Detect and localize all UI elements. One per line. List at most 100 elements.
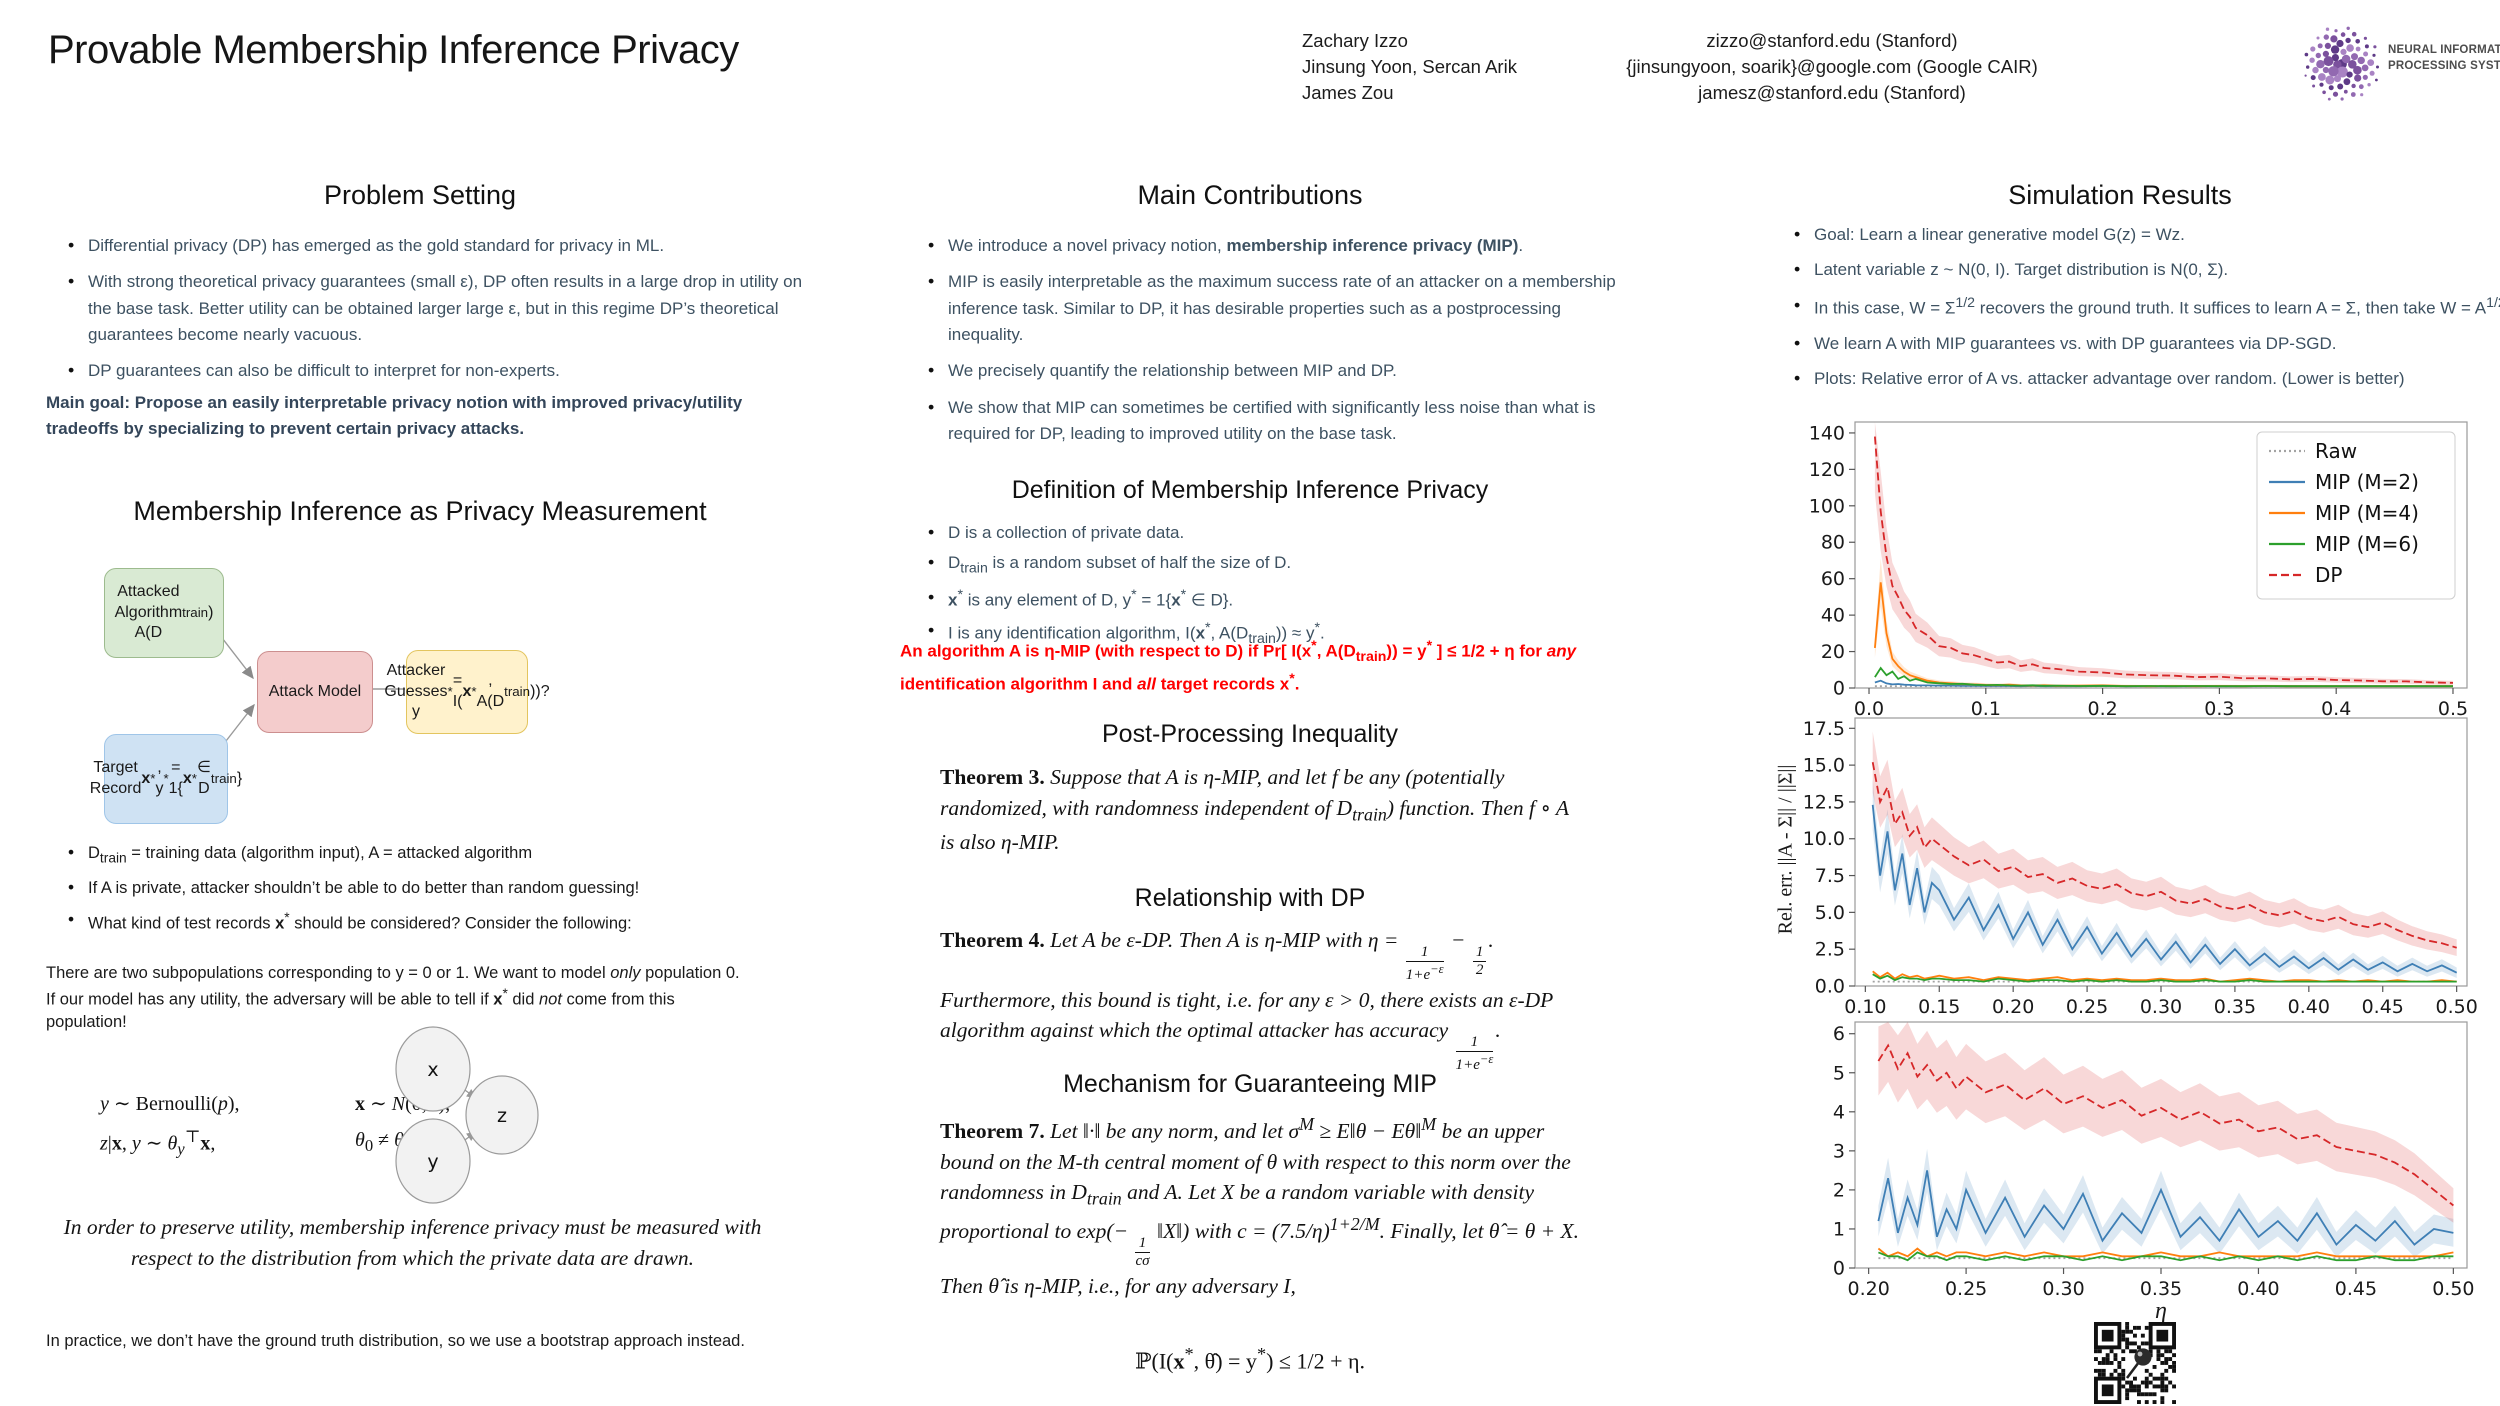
svg-text:DP: DP (2315, 563, 2342, 587)
svg-text:100: 100 (1809, 495, 1845, 517)
svg-text:0.50: 0.50 (2432, 1278, 2474, 1300)
svg-text:0.20: 0.20 (1992, 996, 2034, 1018)
logo-text-line1: NEURAL INFORMATION (2388, 44, 2500, 56)
chart-1-svg: 0 20 40 60 80 100 120 140 0.0 0.1 0.2 0.3 0.4 0.5 Raw M… (1809, 421, 2468, 720)
svg-text:0.40: 0.40 (2288, 996, 2330, 1018)
chart-3-svg: 0 1 2 3 4 5 6 0.20 0.25 0.30 0.35 0.40 0.45 0.50 (1833, 1021, 2475, 1300)
svg-text:40: 40 (1821, 605, 1845, 627)
svg-text:20: 20 (1821, 641, 1845, 663)
simulation-bullets: Goal: Learn a linear generative model G(… (1790, 221, 2500, 402)
graphical-model: x y z (395, 1026, 539, 1204)
svg-text:60: 60 (1821, 568, 1845, 590)
svg-text:0.40: 0.40 (2237, 1278, 2279, 1300)
bullet-item: We show that MIP can sometimes be certif… (928, 394, 1636, 448)
svg-text:0.30: 0.30 (2140, 996, 2182, 1018)
svg-text:0.2: 0.2 (2087, 698, 2117, 720)
svg-text:140: 140 (1809, 422, 1845, 444)
diagram-box-attacked-algorithm: Attacked Algorithm A(D train) (104, 568, 224, 658)
svg-text:0.20: 0.20 (1847, 1278, 1889, 1300)
svg-text:15.0: 15.0 (1803, 755, 1845, 777)
svg-text:5: 5 (1833, 1062, 1845, 1084)
attack-flow-diagram: Attacked Algorithm A(D train) Attack Model … (40, 558, 800, 838)
svg-text:0.45: 0.45 (2362, 996, 2404, 1018)
section-heading-membership-inference: Membership Inference as Privacy Measurem… (133, 496, 707, 526)
graph-node-x: x (427, 1059, 438, 1081)
svg-text:12.5: 12.5 (1803, 791, 1845, 813)
author-contact: jamesz@stanford.edu (Stanford) (1698, 82, 1966, 103)
svg-text:0.35: 0.35 (2140, 1278, 2182, 1300)
svg-text:0.15: 0.15 (1918, 996, 1960, 1018)
svg-text:10.0: 10.0 (1803, 828, 1845, 850)
bullet-item: We learn A with MIP guarantees vs. with … (1794, 330, 2500, 358)
graph-node-y: y (427, 1151, 438, 1173)
graph-node-z: z (497, 1105, 507, 1127)
mip-guarantee-equation: ℙ(I(x*, θ̂) = y*) ≤ 1/2 + η. (1134, 1344, 1366, 1374)
svg-text:0.0: 0.0 (1854, 698, 1884, 720)
svg-text:17.5: 17.5 (1803, 718, 1845, 740)
author-contact: zizzo@stanford.edu (Stanford) (1706, 30, 1958, 51)
section-heading-main-contributions: Main Contributions (1137, 180, 1363, 210)
logo-text-line2: PROCESSING SYSTEMS (2388, 60, 2500, 72)
theorem-7: Theorem 7. Let ‖·‖ be any norm, and let … (940, 1114, 1580, 1298)
model-equations: y ∼ Bernoulli(p), x ∼ N(0, I), z|x, y ∼ … (100, 1086, 585, 1165)
bullet-item: We introduce a novel privacy notion, mem… (928, 232, 1636, 260)
svg-text:4: 4 (1833, 1101, 1845, 1123)
svg-text:2.5: 2.5 (1815, 939, 1845, 961)
section-heading-simulation-results: Simulation Results (2008, 180, 2232, 210)
bullet-item: If A is private, attacker shouldn’t be a… (68, 876, 804, 900)
author-contact: {jinsungyoon, soarik}@google.com (Google… (1626, 56, 2038, 77)
bullet-item: DP guarantees can also be difficult to i… (68, 357, 804, 385)
problem-setting-bullets: Differential privacy (DP) has emerged as… (64, 232, 804, 395)
svg-text:0.1: 0.1 (1971, 698, 2001, 720)
page-title: Provable Membership Inference Privacy (48, 28, 739, 72)
equation-line: y ∼ Bernoulli(p), (100, 1093, 240, 1115)
bullet-item: I is any identification algorithm, I(x*,… (928, 617, 1636, 651)
definition-bullets: D is a collection of private data. Dtrai… (924, 519, 1636, 661)
section-heading-post-processing: Post-Processing Inequality (1102, 720, 1398, 748)
qr-code (2094, 1322, 2176, 1404)
svg-text:5.0: 5.0 (1815, 902, 1845, 924)
theorem-3: Theorem 3. Suppose that A is η-MIP, and … (940, 765, 1569, 855)
diagram-box-attacker-guesses: Attacker Guesses y * = I(x *, A(D train))? (384, 650, 550, 734)
bullet-item: Goal: Learn a linear generative model G(… (1794, 221, 2500, 249)
bullet-item: With strong theoretical privacy guarante… (68, 268, 804, 348)
svg-text:0: 0 (1833, 678, 1845, 700)
neurips-logo-dots (2304, 26, 2379, 101)
svg-text:6: 6 (1833, 1023, 1845, 1045)
bullet-item: We precisely quantify the relationship b… (928, 357, 1636, 385)
diagram-box-attack-model: Attack Model (257, 651, 373, 733)
equation-line: z|x, y ∼ θy⊤x, (100, 1127, 216, 1159)
y-axis-label: Rel. err. ||A - Σ|| / ||Σ|| (1774, 764, 1797, 935)
contributions-bullets: We introduce a novel privacy notion, mem… (924, 232, 1636, 457)
chart-2-svg: 0.0 2.5 5.0 7.5 10.0 12.5 15.0 17.5 0.10 0.15 0.20… (1803, 717, 2478, 1018)
svg-text:1: 1 (1833, 1218, 1845, 1240)
mip-definition-red: An algorithm A is η-MIP (with respect to… (900, 638, 1577, 694)
svg-text:MIP (M=6): MIP (M=6) (2315, 532, 2419, 556)
author-name: James Zou (1302, 82, 1394, 103)
bullet-item: MIP is easily interpretable as the maxim… (928, 268, 1636, 348)
svg-text:2: 2 (1833, 1179, 1845, 1201)
bullet-item: What kind of test records x* should be c… (68, 908, 804, 935)
svg-text:0.50: 0.50 (2435, 996, 2477, 1018)
bullet-item: Latent variable z ~ N(0, I). Target dist… (1794, 256, 2500, 284)
svg-text:120: 120 (1809, 459, 1845, 481)
svg-text:0.0: 0.0 (1815, 976, 1845, 998)
svg-text:7.5: 7.5 (1815, 865, 1845, 887)
svg-text:3: 3 (1833, 1140, 1845, 1162)
bootstrap-note: In practice, we don’t have the ground tr… (46, 1332, 745, 1350)
svg-text:0: 0 (1833, 1258, 1845, 1280)
section-heading-mechanism: Mechanism for Guaranteeing MIP (1063, 1070, 1437, 1098)
svg-text:0.25: 0.25 (2066, 996, 2108, 1018)
svg-text:0.3: 0.3 (2204, 698, 2234, 720)
svg-text:0.30: 0.30 (2042, 1278, 2084, 1300)
neurips-logo-text: NEURAL INFORMATION PROCESSING SYSTEMS (2388, 42, 2500, 74)
membership-inference-bullets: Dtrain = training data (algorithm input)… (64, 841, 804, 945)
svg-text:0.35: 0.35 (2214, 996, 2256, 1018)
bullet-item: In this case, W = Σ1/2 recovers the grou… (1794, 292, 2500, 322)
bullet-item: Differential privacy (DP) has emerged as… (68, 232, 804, 260)
svg-text:0.10: 0.10 (1844, 996, 1886, 1018)
bullet-item: D is a collection of private data. (928, 519, 1636, 547)
author-name: Zachary Izzo (1302, 30, 1408, 51)
author-block: Zachary Izzo zizzo@stanford.edu (Stanfor… (1302, 30, 2102, 108)
